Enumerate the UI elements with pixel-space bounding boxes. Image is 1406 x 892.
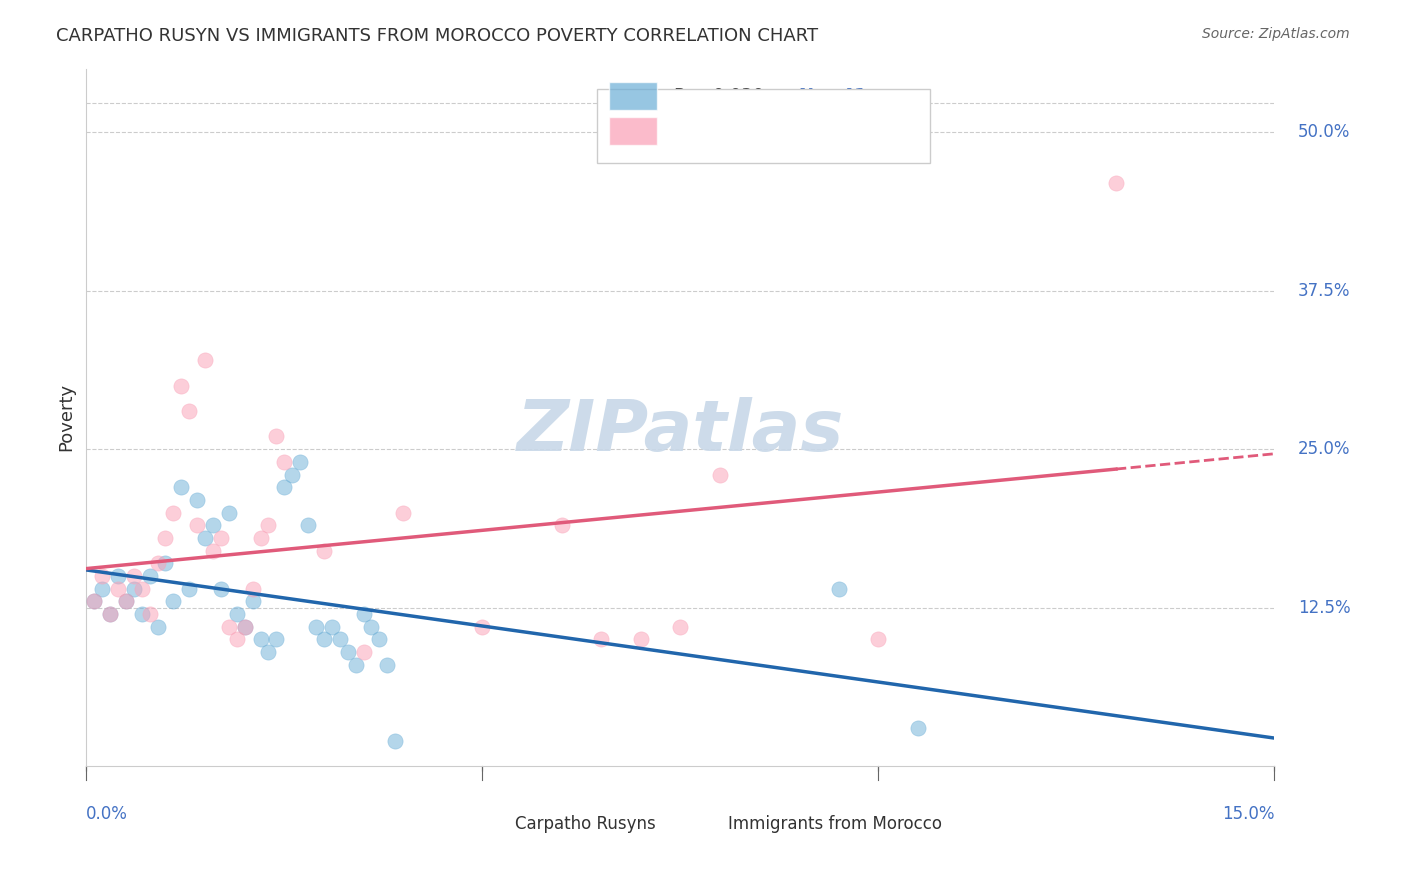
Point [209, 531, 232, 545]
Point [1105, 176, 1128, 190]
Text: CARPATHO RUSYN VS IMMIGRANTS FROM MOROCCO POVERTY CORRELATION CHART: CARPATHO RUSYN VS IMMIGRANTS FROM MOROCC… [56, 27, 818, 45]
Text: 25.0%: 25.0% [1298, 440, 1351, 458]
Point [709, 467, 731, 482]
Text: 15.0%: 15.0% [1222, 805, 1274, 822]
Point [83, 594, 105, 608]
Point [107, 569, 129, 583]
Point [329, 632, 352, 647]
Point [225, 632, 247, 647]
Point [122, 582, 145, 596]
Point [202, 518, 225, 533]
Point [591, 632, 613, 647]
Text: 50.0%: 50.0% [1298, 123, 1351, 141]
Point [98, 607, 121, 621]
Point [907, 721, 929, 735]
Point [257, 645, 280, 659]
Text: Carpatho Rusyns: Carpatho Rusyns [515, 815, 655, 833]
Point [170, 378, 193, 392]
Point [146, 620, 169, 634]
Point [155, 531, 177, 545]
Point [249, 531, 271, 545]
Point [83, 594, 105, 608]
Point [249, 632, 271, 647]
Point [353, 607, 375, 621]
Point [288, 455, 311, 469]
Point [384, 734, 406, 748]
Text: R = 0.564: R = 0.564 [675, 122, 765, 140]
Point [218, 506, 240, 520]
Point [115, 594, 138, 608]
Point [312, 632, 335, 647]
Point [471, 620, 494, 634]
Point [273, 480, 295, 494]
Point [242, 594, 264, 608]
Point [360, 620, 382, 634]
Point [242, 582, 264, 596]
Point [138, 607, 160, 621]
Point [266, 632, 288, 647]
FancyBboxPatch shape [598, 89, 929, 162]
Text: 12.5%: 12.5% [1298, 599, 1351, 616]
Point [368, 632, 391, 647]
Point [170, 480, 193, 494]
Text: N = 41: N = 41 [799, 87, 866, 105]
Point [146, 557, 169, 571]
Point [98, 607, 121, 621]
Point [194, 531, 217, 545]
Point [630, 632, 652, 647]
Point [138, 569, 160, 583]
Point [115, 594, 138, 608]
Point [375, 657, 398, 672]
Point [321, 620, 343, 634]
Text: N = 36: N = 36 [799, 122, 866, 140]
Point [225, 607, 247, 621]
Point [344, 657, 367, 672]
Point [233, 620, 256, 634]
Text: 37.5%: 37.5% [1298, 282, 1351, 300]
Point [179, 404, 201, 418]
Text: ZIPatlas: ZIPatlas [516, 397, 844, 466]
Point [162, 594, 184, 608]
Point [336, 645, 359, 659]
Point [392, 506, 415, 520]
FancyBboxPatch shape [745, 808, 782, 826]
Point [155, 557, 177, 571]
Point [828, 582, 851, 596]
Point [186, 518, 208, 533]
Point [669, 620, 692, 634]
Point [122, 569, 145, 583]
Point [257, 518, 280, 533]
Text: Source: ZipAtlas.com: Source: ZipAtlas.com [1202, 27, 1350, 41]
Point [312, 543, 335, 558]
Point [91, 582, 114, 596]
Point [179, 582, 201, 596]
Text: 0.0%: 0.0% [86, 805, 128, 822]
FancyBboxPatch shape [609, 82, 657, 111]
Point [273, 455, 295, 469]
Point [353, 645, 375, 659]
Point [305, 620, 328, 634]
Point [131, 607, 153, 621]
Point [202, 543, 225, 558]
Point [107, 582, 129, 596]
FancyBboxPatch shape [496, 808, 531, 826]
Point [297, 518, 319, 533]
Point [868, 632, 890, 647]
Point [186, 492, 208, 507]
Point [233, 620, 256, 634]
Point [194, 353, 217, 368]
Point [266, 429, 288, 443]
Y-axis label: Poverty: Poverty [58, 384, 75, 451]
Point [91, 569, 114, 583]
Point [162, 506, 184, 520]
Text: R = 0.030: R = 0.030 [675, 87, 765, 105]
Point [209, 582, 232, 596]
Point [550, 518, 572, 533]
FancyBboxPatch shape [609, 118, 657, 145]
Point [218, 620, 240, 634]
Text: Immigrants from Morocco: Immigrants from Morocco [728, 815, 942, 833]
Point [131, 582, 153, 596]
Point [281, 467, 304, 482]
